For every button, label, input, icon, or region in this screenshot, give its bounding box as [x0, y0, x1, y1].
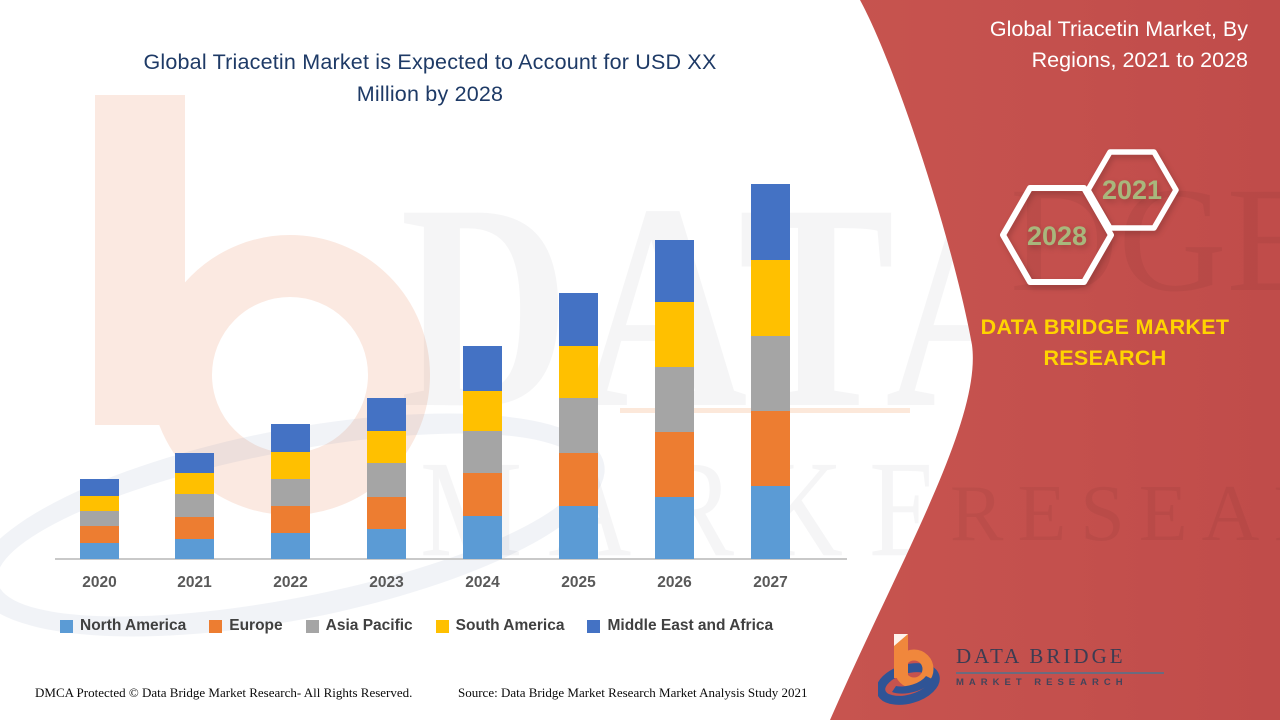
bar-segment-2025-europe	[559, 453, 598, 506]
legend-label: Middle East and Africa	[607, 617, 774, 634]
legend-item-europe: Europe	[209, 617, 283, 635]
legend-swatch	[435, 619, 449, 633]
x-axis-label-2021: 2021	[177, 574, 212, 591]
bar-segment-2022-north-america	[271, 533, 310, 559]
bar-segment-2027-north-america	[751, 486, 790, 559]
bar-segment-2022-south-america	[271, 452, 310, 479]
legend-label: North America	[80, 617, 187, 634]
bar-segment-2021-north-america	[175, 539, 214, 559]
bar-segment-2023-asia-pacific	[367, 463, 406, 497]
panel-title: Global Triacetin Market, By Regions, 202…	[918, 14, 1248, 76]
legend-label: Asia Pacific	[325, 617, 413, 634]
bar-segment-2025-south-america	[559, 346, 598, 398]
bar-segment-2023-south-america	[367, 431, 406, 463]
legend-label: South America	[455, 617, 565, 634]
bar-2026	[655, 240, 694, 559]
hexagon-2028-label: 2028	[1027, 221, 1087, 251]
chart-legend: North America Europe Asia Pacific South Ame…	[60, 617, 796, 635]
bar-segment-2026-south-america	[655, 302, 694, 367]
chart-title: Global Triacetin Market is Expected to A…	[88, 46, 772, 110]
chart-title-line1: Global Triacetin Market is Expected to A…	[143, 50, 717, 74]
bar-segment-2022-europe	[271, 506, 310, 533]
panel-title-line2: Regions, 2021 to 2028	[1031, 48, 1248, 72]
bar-segment-2020-asia-pacific	[80, 511, 119, 526]
bar-segment-2024-north-america	[463, 516, 502, 559]
x-axis-label-2026: 2026	[657, 574, 692, 591]
year-hexagons: 2021 2028	[1000, 149, 1179, 285]
bar-segment-2021-south-america	[175, 473, 214, 494]
bar-segment-2026-middle-east-and-africa	[655, 240, 694, 302]
watermark-on-red-2: RESEARCH	[950, 470, 1280, 558]
brand-text: DATA BRIDGE MARKET RESEARCH	[955, 312, 1255, 374]
bar-segment-2023-middle-east-and-africa	[367, 398, 406, 431]
bar-segment-2020-north-america	[80, 543, 119, 559]
bar-2025	[559, 293, 598, 559]
bar-segment-2026-europe	[655, 432, 694, 497]
legend-item-asia-pacific: Asia Pacific	[305, 617, 413, 635]
hexagon-2021-label: 2021	[1102, 175, 1162, 205]
logo-divider	[956, 672, 1164, 674]
bar-segment-2020-europe	[80, 526, 119, 543]
bar-segment-2020-south-america	[80, 496, 119, 511]
bar-segment-2022-asia-pacific	[271, 479, 310, 506]
logo-subtitle: MARKET RESEARCH	[956, 676, 1128, 688]
legend-swatch	[305, 619, 319, 633]
bar-segment-2020-middle-east-and-africa	[80, 479, 119, 496]
legend-item-middle-east-and-africa: Middle East and Africa	[587, 617, 773, 635]
data-bridge-logo: DATA BRIDGE MARKET RESEARCH	[876, 632, 1164, 708]
hexagon-2028	[1000, 185, 1114, 285]
x-axis-label-2022: 2022	[273, 574, 308, 591]
bar-segment-2024-europe	[463, 473, 502, 516]
chart-title-line2: Million by 2028	[356, 82, 504, 106]
bar-segment-2026-asia-pacific	[655, 367, 694, 432]
bar-segment-2024-asia-pacific	[463, 431, 502, 473]
bar-segment-2021-middle-east-and-africa	[175, 453, 214, 473]
bar-2023	[367, 398, 406, 559]
data-bridge-logo-text: DATA BRIDGE MARKET RESEARCH	[956, 644, 1164, 688]
bar-segment-2021-asia-pacific	[175, 494, 214, 517]
bar-segment-2025-north-america	[559, 506, 598, 559]
bar-segment-2027-south-america	[751, 260, 790, 336]
legend-item-north-america: North America	[60, 617, 186, 635]
dmca-notice: DMCA Protected © Data Bridge Market Rese…	[35, 685, 413, 700]
bar-segment-2025-asia-pacific	[559, 398, 598, 453]
brand-text-line2: RESEARCH	[1043, 346, 1167, 370]
bar-segment-2027-europe	[751, 411, 790, 486]
bar-segment-2024-middle-east-and-africa	[463, 346, 502, 391]
bar-segment-2027-middle-east-and-africa	[751, 184, 790, 260]
legend-label: Europe	[229, 617, 283, 634]
bar-segment-2025-middle-east-and-africa	[559, 293, 598, 346]
bar-segment-2021-europe	[175, 517, 214, 539]
legend-swatch	[209, 619, 223, 633]
bar-segment-2026-north-america	[655, 497, 694, 559]
logo-title: DATA BRIDGE	[956, 644, 1126, 668]
panel-title-line1: Global Triacetin Market, By	[989, 17, 1248, 41]
bar-2027	[751, 184, 790, 559]
x-axis-label-2024: 2024	[465, 574, 500, 591]
x-axis-label-2023: 2023	[369, 574, 404, 591]
legend-swatch	[60, 619, 73, 633]
data-bridge-logo-icon	[876, 632, 944, 708]
legend-swatch	[587, 619, 601, 633]
legend-item-south-america: South America	[435, 617, 565, 635]
x-axis-label-2020: 2020	[82, 574, 117, 591]
watermark-on-red: DGE	[1010, 157, 1280, 323]
x-axis-label-2025: 2025	[561, 574, 596, 591]
bar-segment-2023-north-america	[367, 529, 406, 559]
bar-2022	[271, 424, 310, 559]
brand-text-line1: DATA BRIDGE MARKET	[980, 315, 1230, 339]
source-note: Source: Data Bridge Market Research Mark…	[458, 685, 808, 700]
bar-2024	[463, 346, 502, 559]
x-axis-label-2027: 2027	[753, 574, 788, 591]
bar-segment-2022-middle-east-and-africa	[271, 424, 310, 452]
bar-segment-2024-south-america	[463, 391, 502, 431]
bar-2020	[80, 479, 119, 559]
bar-segment-2027-asia-pacific	[751, 336, 790, 411]
x-axis-line	[55, 558, 847, 560]
bar-segment-2023-europe	[367, 497, 406, 529]
bar-2021	[175, 453, 214, 559]
